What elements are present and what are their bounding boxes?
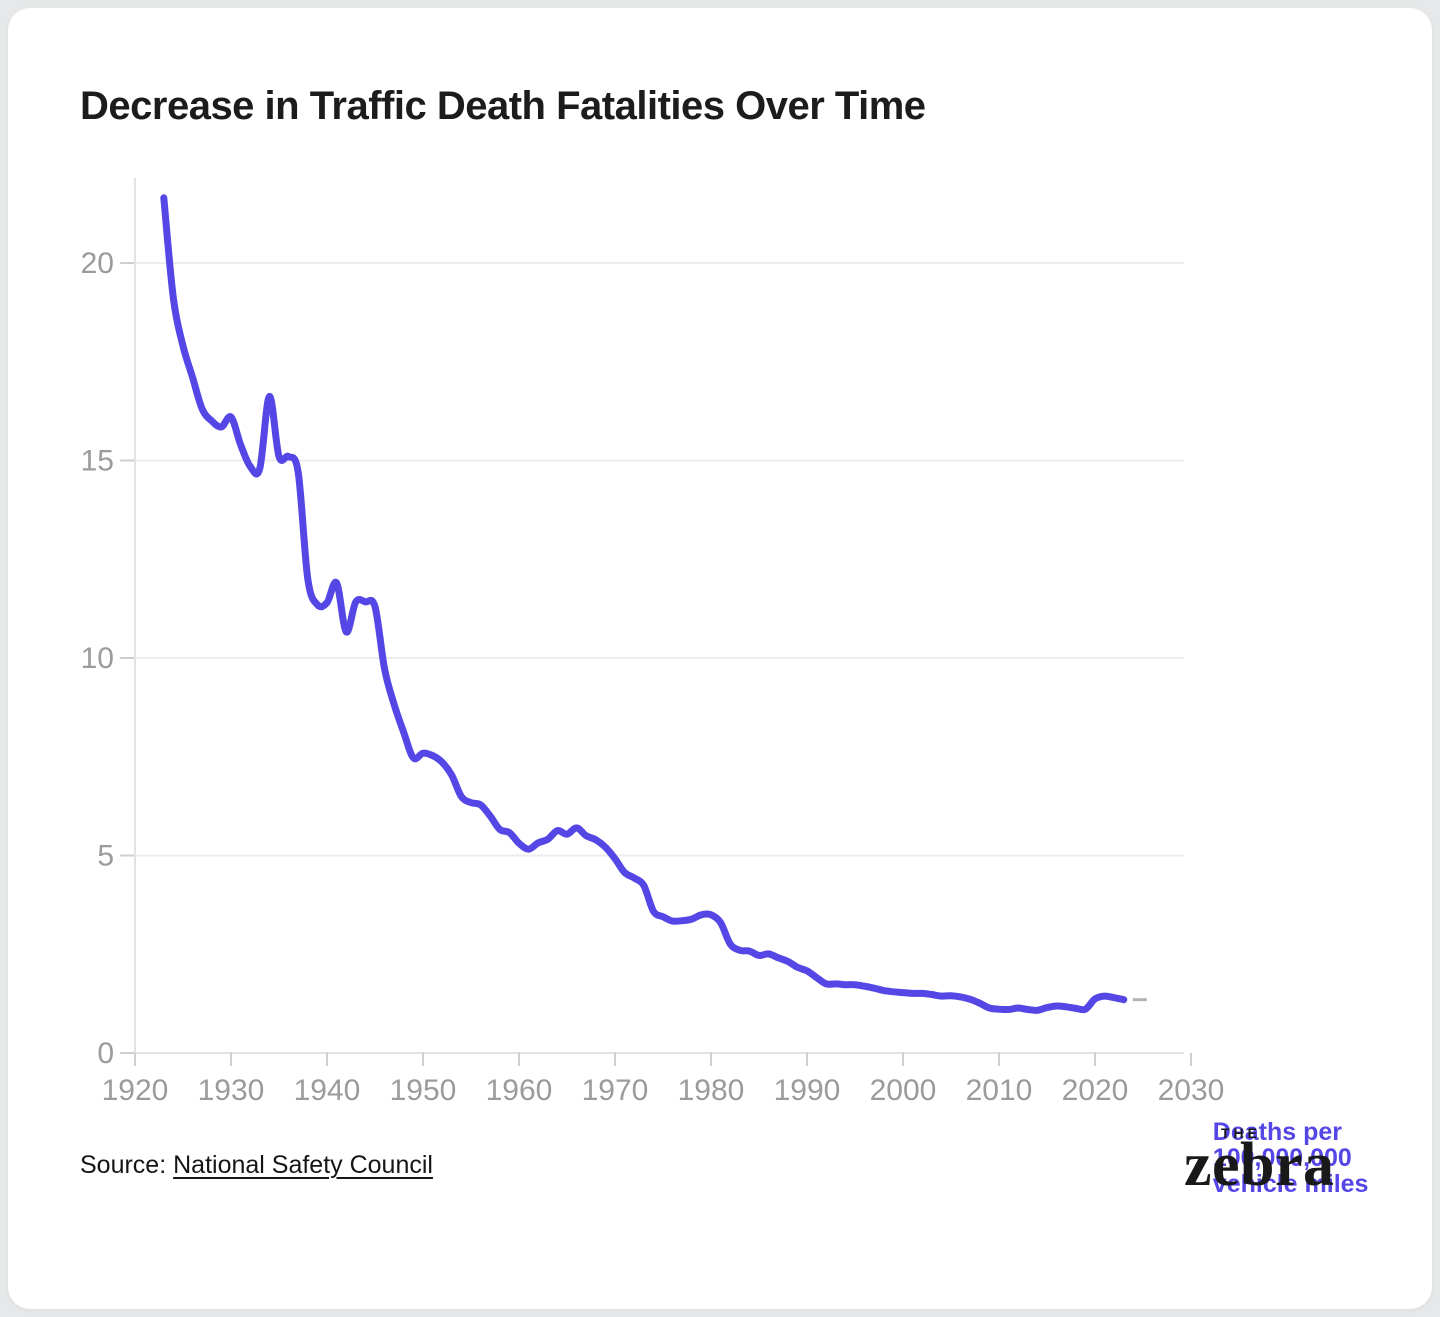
svg-text:20: 20 bbox=[81, 247, 114, 280]
svg-text:10: 10 bbox=[81, 642, 114, 675]
line-chart: 0 5 10 15 20 1920 1930 1940 1950 1960 1970 1980 1990… bbox=[68, 168, 1368, 1197]
svg-text:1980: 1980 bbox=[678, 1074, 745, 1107]
logo-zebra-text: zebra bbox=[1184, 1131, 1335, 1199]
series-label-line: vehicle miles bbox=[1212, 1169, 1369, 1198]
page-title: Decrease in Traffic Death Fatalities Ove… bbox=[80, 84, 926, 128]
source-prefix: Source: bbox=[80, 1151, 174, 1179]
svg-text:5: 5 bbox=[97, 840, 114, 873]
svg-text:1930: 1930 bbox=[198, 1074, 265, 1107]
svg-text:1920: 1920 bbox=[102, 1074, 169, 1107]
svg-text:1940: 1940 bbox=[294, 1074, 361, 1107]
svg-text:1960: 1960 bbox=[486, 1074, 553, 1107]
zebra-logo: THE zebra bbox=[1184, 1125, 1335, 1199]
svg-text:2000: 2000 bbox=[870, 1074, 937, 1107]
svg-text:1970: 1970 bbox=[582, 1074, 649, 1107]
svg-text:0: 0 bbox=[97, 1037, 114, 1070]
series-label: Deaths per 100,000,000 vehicle miles bbox=[1213, 1119, 1393, 1197]
chart-card: Decrease in Traffic Death Fatalities Ove… bbox=[8, 8, 1432, 1309]
logo-the-text: THE bbox=[1221, 1125, 1261, 1141]
svg-text:1990: 1990 bbox=[774, 1074, 841, 1107]
source-link[interactable]: National Safety Council bbox=[173, 1151, 433, 1179]
svg-text:2030: 2030 bbox=[1158, 1074, 1225, 1107]
series-label-line: 100,000,000 bbox=[1212, 1143, 1352, 1172]
svg-text:15: 15 bbox=[81, 445, 114, 478]
svg-text:2020: 2020 bbox=[1062, 1074, 1129, 1107]
svg-text:2010: 2010 bbox=[966, 1074, 1033, 1107]
svg-text:1950: 1950 bbox=[390, 1074, 457, 1107]
source-line: Source: National Safety Council bbox=[80, 1151, 433, 1180]
series-label-line: Deaths per bbox=[1212, 1117, 1343, 1146]
chart-canvas: 0 5 10 15 20 1920 1930 1940 1950 1960 1970 1980 1990… bbox=[81, 178, 1225, 1107]
